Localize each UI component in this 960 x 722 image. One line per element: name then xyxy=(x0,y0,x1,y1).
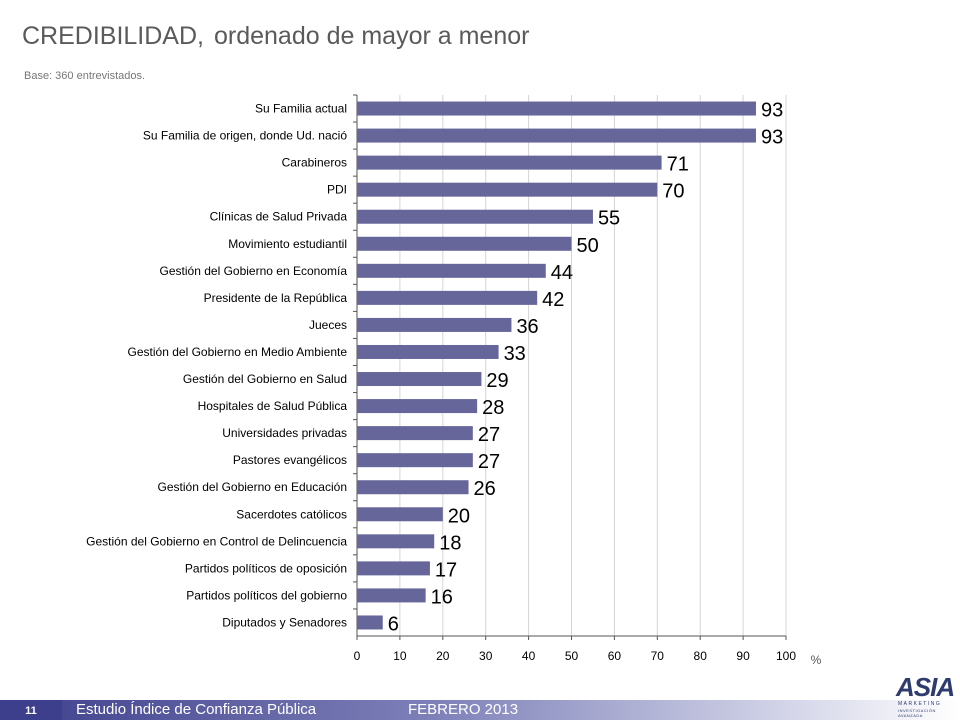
data-label: 50 xyxy=(577,235,599,257)
study-name: Estudio Índice de Confianza Pública xyxy=(76,701,317,718)
bar xyxy=(357,209,593,224)
data-label: 44 xyxy=(551,262,573,284)
x-tick-label: 0 xyxy=(354,649,361,663)
footer-bar xyxy=(0,700,960,720)
category-label: Movimiento estudiantil xyxy=(228,237,347,251)
category-label: Carabineros xyxy=(282,156,347,170)
data-label: 55 xyxy=(598,208,620,230)
category-label: Gestión del Gobierno en Medio Ambiente xyxy=(128,345,348,359)
category-label: Partidos políticos de oposición xyxy=(185,561,347,575)
data-label: 20 xyxy=(448,505,470,527)
category-label: Universidades privadas xyxy=(222,426,347,440)
bar xyxy=(357,426,473,441)
bar xyxy=(357,182,658,197)
bar xyxy=(357,453,473,468)
bar xyxy=(357,317,512,332)
title-main: CREDIBILIDAD, xyxy=(22,22,204,50)
bar xyxy=(357,399,478,414)
category-label: Gestión del Gobierno en Control de Delin… xyxy=(86,534,347,548)
category-label: Hospitales de Salud Pública xyxy=(198,399,348,413)
bar xyxy=(357,290,538,305)
data-label: 28 xyxy=(482,397,504,419)
category-label: Clínicas de Salud Privada xyxy=(210,210,348,224)
data-label: 26 xyxy=(474,478,496,500)
logo-subtext: MARKETING xyxy=(898,701,942,707)
x-tick-label: 20 xyxy=(436,649,450,663)
category-label: PDI xyxy=(327,183,347,197)
bar xyxy=(357,372,482,387)
bar xyxy=(357,588,426,603)
x-tick-label: 60 xyxy=(608,649,622,663)
x-tick-label: 70 xyxy=(651,649,665,663)
x-tick-label: 90 xyxy=(736,649,750,663)
logo-wordmark: ASIA xyxy=(896,672,955,702)
data-label: 70 xyxy=(662,181,684,203)
bar xyxy=(357,344,499,359)
data-label: 42 xyxy=(542,289,564,311)
bar xyxy=(357,561,430,576)
bar xyxy=(357,534,435,549)
data-label: 6 xyxy=(388,613,399,635)
title-sub: ordenado de mayor a menor xyxy=(213,22,530,50)
x-tick-label: 80 xyxy=(694,649,708,663)
x-tick-label: 100 xyxy=(776,649,796,663)
category-label: Partidos políticos del gobierno xyxy=(186,588,347,602)
bar xyxy=(357,236,572,251)
data-label: 18 xyxy=(439,532,461,554)
category-label: Diputados y Senadores xyxy=(222,615,347,629)
category-label: Pastores evangélicos xyxy=(233,453,347,467)
credibility-bar-chart: 0 10 20 30 40 50 60 70 80 90 100 % Su Familia actual… xyxy=(86,94,822,667)
x-tick-label: 50 xyxy=(565,649,579,663)
bar xyxy=(357,507,443,522)
x-tick-label: 30 xyxy=(479,649,493,663)
logo-tagline: INVESTIGACIÓN AVANZADA xyxy=(898,708,936,718)
category-label: Presidente de la República xyxy=(204,291,348,305)
page-title: CREDIBILIDAD, ordenado de mayor a menor xyxy=(22,22,529,51)
bar xyxy=(357,480,469,495)
page-number: 11 xyxy=(0,700,62,720)
category-label: Su Familia actual xyxy=(255,102,347,116)
data-label: 16 xyxy=(431,586,453,608)
data-label: 17 xyxy=(435,559,457,581)
category-label: Gestión del Gobierno en Salud xyxy=(183,372,347,386)
bar xyxy=(357,615,383,630)
data-label: 93 xyxy=(761,100,783,122)
data-label: 29 xyxy=(486,370,508,392)
bar xyxy=(357,128,756,143)
bar xyxy=(357,101,756,116)
bar xyxy=(357,263,546,278)
x-unit-label: % xyxy=(811,653,822,667)
x-tick-label: 10 xyxy=(393,649,407,663)
category-label: Gestión del Gobierno en Economía xyxy=(160,264,348,278)
base-note: Base: 360 entrevistados. xyxy=(24,70,146,82)
asia-logo: ASIA MARKETING INVESTIGACIÓN AVANZADA xyxy=(896,672,955,718)
category-label: Jueces xyxy=(309,318,347,332)
category-label: Sacerdotes católicos xyxy=(236,507,347,521)
bar xyxy=(357,155,662,170)
data-label: 27 xyxy=(478,424,500,446)
x-tick-label: 40 xyxy=(522,649,536,663)
data-label: 93 xyxy=(761,127,783,149)
data-label: 27 xyxy=(478,451,500,473)
study-date: FEBRERO 2013 xyxy=(408,701,519,718)
data-label: 36 xyxy=(516,316,538,338)
data-label: 33 xyxy=(504,343,526,365)
category-label: Gestión del Gobierno en Educación xyxy=(158,480,347,494)
category-label: Su Familia de origen, donde Ud. nació xyxy=(143,129,347,143)
data-label: 71 xyxy=(667,154,689,176)
